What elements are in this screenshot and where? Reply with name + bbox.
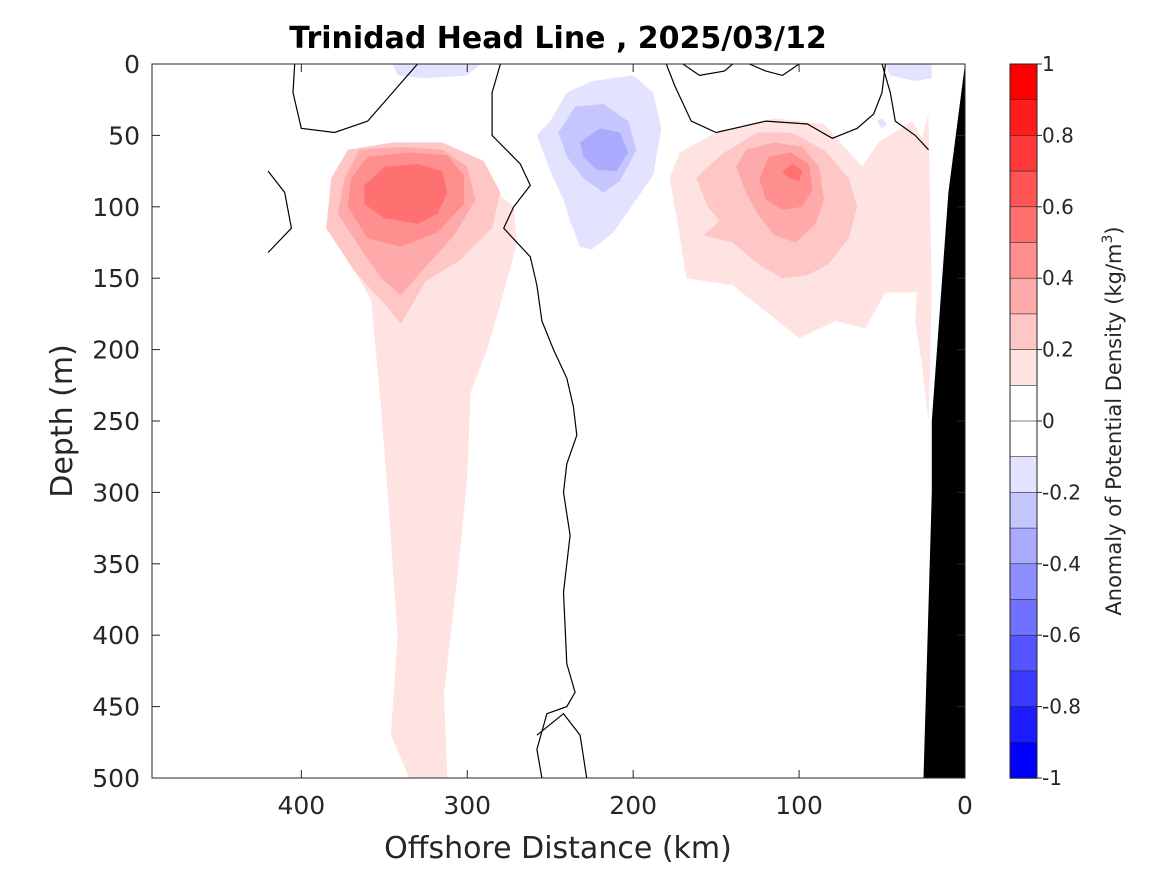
y-tick-label: 250	[92, 407, 140, 436]
colorbar-tick-label: 0.6	[1042, 195, 1074, 219]
colorbar-level	[1009, 384, 1038, 422]
axes: 400 300 200 100 0 0 50 100 150 200 250 300 350 400 450…	[92, 50, 973, 820]
y-tick-label: 0	[124, 50, 140, 79]
colorbar-tick-label: -0.2	[1042, 480, 1081, 504]
colorbar-label: Anomaly of Potential Density (kg/m3)	[1100, 226, 1126, 615]
x-tick-label: 200	[609, 791, 657, 820]
colorbar-level	[1009, 527, 1038, 565]
chart-title: Trinidad Head Line , 2025/03/12	[289, 21, 826, 56]
y-tick-label: 450	[92, 693, 140, 722]
y-tick-label: 150	[92, 264, 140, 293]
colorbar-level	[1009, 242, 1038, 279]
contour-region	[759, 152, 813, 210]
colorbar-label-close: )	[1102, 226, 1126, 234]
y-tick-label: 50	[108, 121, 140, 150]
colorbar-tick-label: 1	[1042, 52, 1055, 76]
y-axis-label: Depth (m)	[45, 344, 80, 498]
colorbar-tick-label: -0.6	[1042, 623, 1081, 647]
x-tick-label: 300	[443, 791, 491, 820]
colorbar-level	[1009, 741, 1038, 779]
x-tick-label: 0	[957, 791, 973, 820]
contour-region	[885, 64, 932, 82]
colorbar-tick-label: 0.2	[1042, 338, 1074, 362]
colorbar-level	[1009, 634, 1038, 672]
colorbar-level	[1009, 492, 1038, 529]
contour-region	[911, 114, 932, 421]
y-tick-label: 300	[92, 478, 140, 507]
colorbar-level	[1009, 63, 1038, 101]
colorbar-level	[1009, 277, 1038, 315]
contour-region	[364, 164, 448, 224]
zero-contour-line	[292, 64, 418, 134]
x-axis-label: Offshore Distance (km)	[384, 831, 732, 866]
zero-contour-line	[536, 712, 588, 778]
zero-contour-line	[665, 64, 886, 139]
colorbar-level	[1009, 313, 1038, 351]
colorbar-tick-label: 0	[1042, 409, 1055, 433]
colorbar-label-main: Anomaly of Potential Density (kg/m	[1102, 244, 1126, 616]
x-tick-label: 100	[775, 791, 823, 820]
colorbar-tick-label: -0.8	[1042, 695, 1081, 719]
seafloor	[923, 64, 965, 778]
colorbar-level	[1009, 99, 1038, 137]
y-tick-label: 200	[92, 336, 140, 365]
colorbar-tick-label: 0.4	[1042, 266, 1074, 290]
colorbar: 1 0.8 0.6 0.4 0.2 0 -0.2 -0.4 -0.6 -0.8 -1	[1009, 52, 1081, 790]
colorbar-tick-label: -0.4	[1042, 552, 1081, 576]
y-tick-label: 100	[92, 193, 140, 222]
zero-contour-line	[881, 64, 929, 151]
contour-region	[580, 128, 629, 172]
colorbar-tick-label: 0.8	[1042, 123, 1074, 147]
colorbar-tick-label: -1	[1042, 766, 1062, 790]
x-tick-label: 400	[277, 791, 325, 820]
zero-contour-line	[682, 64, 734, 77]
y-tick-label: 500	[92, 764, 140, 793]
colorbar-level	[1009, 599, 1038, 636]
colorbar-level	[1009, 135, 1038, 172]
contour-region	[877, 118, 887, 129]
colorbar-level	[1009, 420, 1038, 458]
colorbar-level	[1009, 170, 1038, 208]
colorbar-level	[1009, 456, 1038, 494]
colorbar-level	[1009, 670, 1038, 708]
zero-contour-line	[267, 170, 293, 253]
contour-region	[337, 149, 517, 778]
colorbar-level	[1009, 706, 1038, 743]
zero-contour-line	[749, 64, 800, 77]
colorbar-level	[1009, 563, 1038, 601]
colorbar-label-superscript: 3	[1100, 235, 1116, 244]
contour-region	[782, 164, 803, 182]
zero-contour-line	[491, 64, 578, 778]
colorbar-level	[1009, 349, 1038, 387]
colorbar-level	[1009, 206, 1038, 244]
contour-field	[267, 64, 965, 778]
y-tick-label: 400	[92, 621, 140, 650]
y-tick-label: 350	[92, 550, 140, 579]
